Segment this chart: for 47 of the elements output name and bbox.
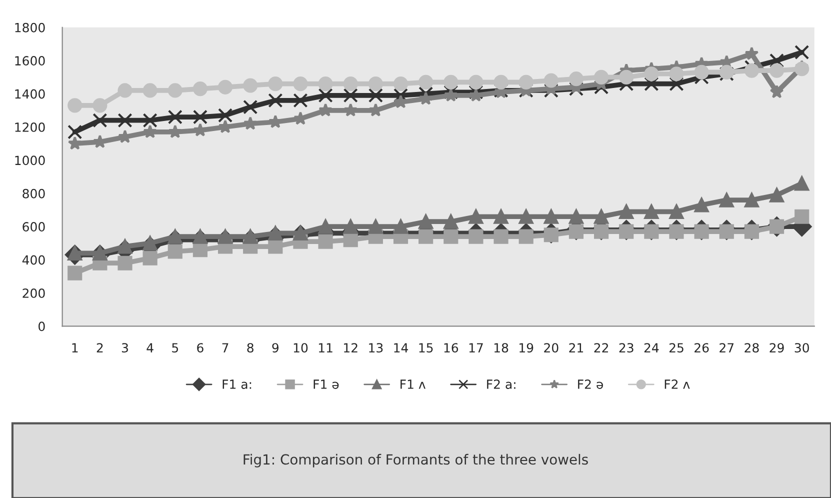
- x-tick-label: 29: [770, 343, 784, 353]
- x-tick-label: 30: [794, 343, 809, 353]
- x-tick-label: 9: [272, 343, 279, 353]
- caption: Fig1: Comparison of Formants of the three vowels: [244, 454, 588, 468]
- x-tick-label: 26: [694, 343, 709, 353]
- legend-label: F1 ʌ: [400, 380, 426, 389]
- x-tick-label: 18: [494, 343, 508, 353]
- x-tick-label: 4: [146, 343, 154, 352]
- x-tick-label: 12: [344, 343, 358, 352]
- y-tick-label: 0: [38, 322, 45, 332]
- legend-label: F1 a:: [222, 380, 252, 389]
- y-tick-label: 600: [22, 222, 45, 232]
- x-tick-label: 7: [222, 343, 228, 352]
- legend-label: F2 ə: [578, 379, 603, 389]
- x-tick-label: 6: [197, 343, 204, 353]
- x-tick-label: 22: [594, 343, 608, 352]
- x-tick-label: 25: [669, 343, 684, 353]
- x-tick-label: 28: [744, 343, 759, 353]
- y-tick-label: 200: [22, 288, 45, 298]
- y-tick-label: 1800: [15, 22, 45, 32]
- x-tick-label: 19: [520, 343, 534, 353]
- x-tick-label: 13: [369, 343, 383, 353]
- x-tick-label: 21: [569, 343, 584, 352]
- y-tick-label: 400: [22, 255, 45, 265]
- x-tick-label: 1: [72, 343, 78, 352]
- legend-label: F2 ʌ: [664, 379, 690, 389]
- y-tick-label: 1200: [15, 122, 45, 132]
- x-tick-label: 23: [619, 343, 634, 353]
- y-tick-label: 1600: [15, 56, 45, 66]
- x-tick-label: 2: [96, 343, 103, 352]
- y-tick-label: 800: [22, 188, 45, 198]
- x-tick-label: 24: [644, 343, 659, 352]
- y-tick-label: 1000: [15, 156, 45, 166]
- x-tick-label: 27: [720, 343, 734, 352]
- legend-label: F1 ə: [314, 380, 339, 389]
- x-tick-label: 16: [444, 343, 458, 353]
- y-tick-label: 1400: [15, 89, 45, 99]
- x-tick-label: 20: [544, 343, 558, 353]
- x-tick-label: 3: [122, 343, 128, 353]
- x-tick-label: 14: [394, 343, 408, 352]
- x-tick-label: 15: [419, 343, 433, 353]
- legend-label: F2 a:: [487, 379, 516, 389]
- x-tick-label: 5: [172, 343, 178, 353]
- x-tick-label: 17: [469, 343, 483, 352]
- x-tick-label: 11: [318, 343, 332, 352]
- x-tick-label: 10: [294, 343, 308, 353]
- x-tick-label: 8: [247, 343, 254, 353]
